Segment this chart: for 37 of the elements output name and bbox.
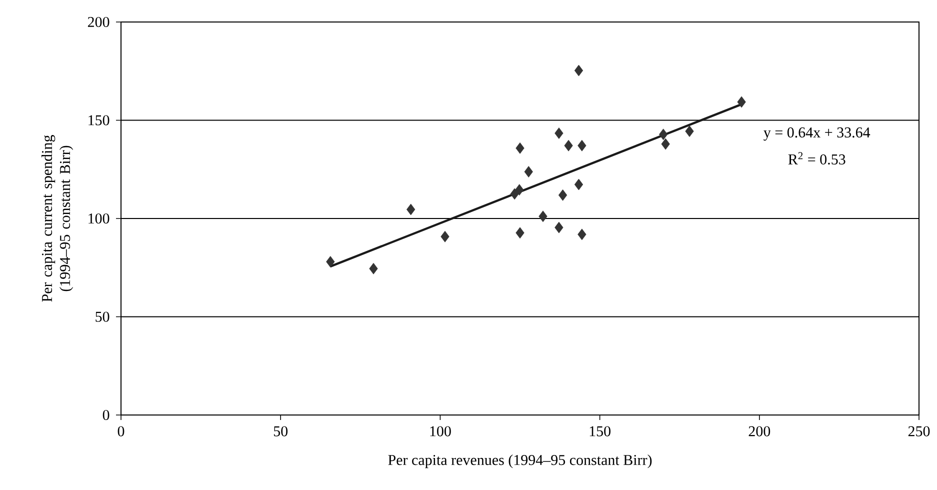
annotation: R$^{2}$ = 0.53 bbox=[788, 152, 846, 165]
x-tick-label: 150 bbox=[590, 426, 610, 436]
y-axis-title: Per capita current spending (1994–95 constant Birr) bbox=[42, 135, 74, 302]
point bbox=[659, 128, 668, 140]
point bbox=[369, 262, 378, 274]
x-tick-label: 100 bbox=[430, 426, 451, 436]
point bbox=[515, 184, 524, 196]
y-tick-label: 0 bbox=[102, 410, 110, 420]
x-tick-label: 50 bbox=[274, 426, 288, 436]
y-tick-label: 50 bbox=[96, 312, 110, 322]
point bbox=[578, 140, 586, 152]
point bbox=[564, 140, 573, 152]
y-tick-label: 100 bbox=[88, 213, 110, 224]
point bbox=[574, 178, 584, 190]
point bbox=[558, 189, 568, 201]
point bbox=[578, 228, 586, 240]
point bbox=[406, 204, 416, 216]
point bbox=[574, 64, 584, 76]
x-axis-title: Per capita revenues (1994–95 constant Birr) bbox=[388, 454, 652, 468]
point bbox=[440, 230, 450, 242]
point bbox=[516, 227, 524, 239]
point bbox=[538, 210, 548, 222]
point bbox=[524, 166, 533, 178]
point bbox=[661, 138, 670, 150]
y-tick-label: 200 bbox=[88, 16, 110, 28]
point bbox=[685, 126, 694, 137]
annotation: y = 0.64x + 33.64 bbox=[764, 127, 870, 141]
x-tick-label: 0 bbox=[118, 426, 124, 436]
point bbox=[737, 96, 746, 108]
y-tick-label: 150 bbox=[88, 115, 110, 126]
point bbox=[510, 188, 519, 200]
x-tick-label: 250 bbox=[908, 426, 930, 436]
x-tick-label: 200 bbox=[748, 426, 770, 436]
point bbox=[554, 222, 564, 234]
point bbox=[516, 142, 524, 154]
point bbox=[326, 256, 335, 268]
point bbox=[554, 128, 564, 139]
